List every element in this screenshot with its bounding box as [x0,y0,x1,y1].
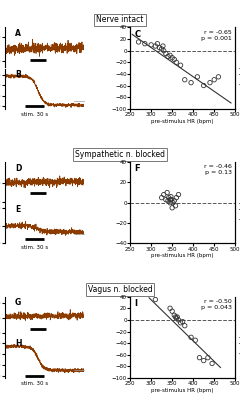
Point [193,337,197,344]
Point [153,296,157,303]
Point [160,46,164,52]
Point [149,42,153,48]
Point [202,82,206,89]
Y-axis label: ΔHR (bpm): ΔHR (bpm) [238,320,240,354]
Point [172,198,176,204]
Point [168,305,172,312]
Text: G: G [15,298,21,307]
Point [137,39,140,45]
Point [168,200,172,206]
Point [143,40,147,47]
Point [212,76,216,83]
Text: D: D [15,164,21,173]
Text: r = -0.50
p = 0.043: r = -0.50 p = 0.043 [201,299,232,310]
Text: C: C [134,30,140,39]
Point [202,357,206,364]
Point [166,53,170,60]
Point [165,189,169,196]
Text: r = -0.65
p = 0.001: r = -0.65 p = 0.001 [201,30,232,41]
Point [189,334,193,340]
Point [183,322,187,329]
Point [195,74,199,80]
Point [168,196,172,203]
Point [156,40,159,47]
Point [164,50,168,57]
Point [179,62,182,68]
Point [164,196,168,203]
Text: H: H [15,339,22,348]
Point [174,314,177,320]
Point [206,354,210,361]
Point [174,194,178,201]
Y-axis label: ΔHR (bpm): ΔHR (bpm) [238,51,240,85]
Point [183,76,187,83]
Text: I: I [134,299,137,308]
Text: A: A [15,29,21,38]
Text: r = -0.46
p = 0.13: r = -0.46 p = 0.13 [204,164,232,175]
Point [179,320,182,326]
Point [170,308,174,314]
Point [170,205,174,211]
Point [174,315,178,321]
X-axis label: pre-stimulus HR (bpm): pre-stimulus HR (bpm) [151,388,214,393]
Point [216,74,220,80]
Text: stim. 30 s: stim. 30 s [21,112,48,117]
Y-axis label: ΔHR (bpm): ΔHR (bpm) [238,186,240,220]
Point [167,194,171,201]
Point [162,191,166,198]
X-axis label: pre-stimulus HR (bpm): pre-stimulus HR (bpm) [151,253,214,258]
Point [170,54,174,61]
Point [174,202,177,209]
Point [208,80,212,86]
Point [210,360,214,367]
Point [166,198,170,204]
Text: E: E [15,205,20,214]
Point [198,354,201,361]
Text: B: B [15,70,21,79]
Text: stim. 30 s: stim. 30 s [21,381,48,386]
Point [168,52,172,58]
Point [171,200,175,206]
Point [153,43,157,49]
Point [162,48,166,54]
Point [158,44,162,51]
Text: Vagus n. blocked: Vagus n. blocked [88,285,152,294]
Point [181,318,185,325]
Point [161,43,165,49]
Text: stim. 30 s: stim. 30 s [21,245,48,250]
Point [169,194,173,200]
Point [174,59,178,66]
Point [177,317,180,323]
Point [160,194,164,201]
Point [175,314,179,320]
Point [172,56,176,63]
Text: F: F [134,164,140,174]
Text: Nerve intact: Nerve intact [96,16,144,24]
Point [177,191,180,198]
Text: Sympathetic n. blocked: Sympathetic n. blocked [75,150,165,159]
X-axis label: pre-stimulus HR (bpm): pre-stimulus HR (bpm) [151,119,214,124]
Point [172,312,176,318]
Point [169,196,173,203]
Point [189,80,193,86]
